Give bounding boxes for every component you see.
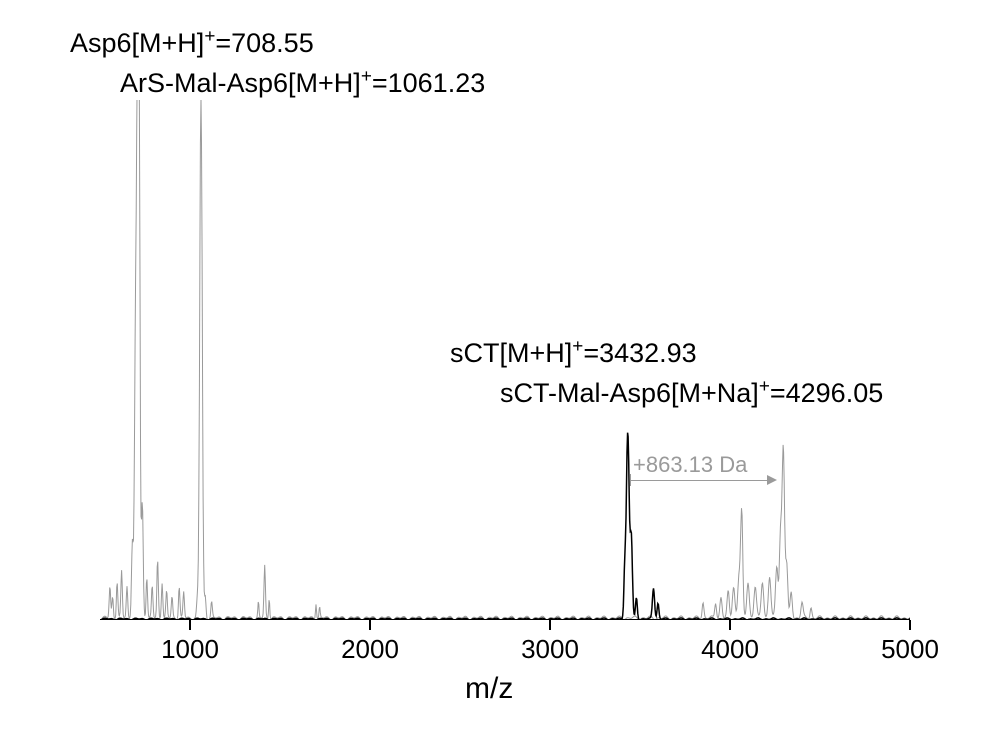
annotation-ars-mal-asp6: ArS-Mal-Asp6[M+H]+=1061.23: [120, 68, 485, 99]
annotation-sct-mal-asp6: sCT-Mal-Asp6[M+Na]+=4296.05: [500, 378, 883, 409]
x-tick: [909, 620, 911, 630]
annotation-sct: sCT[M+H]+=3432.93: [450, 338, 697, 369]
x-tick-label: 4000: [701, 634, 759, 665]
x-tick-label: 2000: [341, 634, 399, 665]
x-tick-label: 1000: [161, 634, 219, 665]
annotation-asp6: Asp6[M+H]+=708.55: [70, 28, 314, 59]
x-tick: [369, 620, 371, 630]
x-tick: [189, 620, 191, 630]
mass-shift-label: +863.13 Da: [633, 452, 747, 478]
x-tick: [549, 620, 551, 630]
x-tick-label: 5000: [881, 634, 939, 665]
x-tick-label: 3000: [521, 634, 579, 665]
mass-spectrum-figure: Asp6[M+H]+=708.55 ArS-Mal-Asp6[M+H]+=106…: [0, 0, 1000, 736]
x-axis-label: m/z: [465, 672, 513, 706]
x-tick: [729, 620, 731, 630]
